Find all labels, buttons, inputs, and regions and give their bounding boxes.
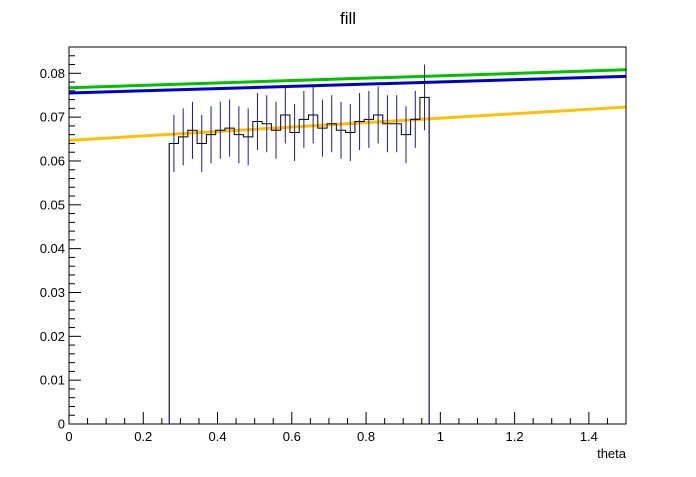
x-tick-label: 0	[65, 429, 72, 444]
plot-layer	[68, 64, 627, 424]
x-tick-label: 0.4	[208, 429, 226, 444]
y-tick-label: 0	[58, 417, 65, 432]
y-tick-label: 0.05	[40, 197, 65, 212]
y-tick-label: 0.01	[40, 373, 65, 388]
y-tick-label: 0.07	[40, 110, 65, 125]
series-line-3	[68, 105, 627, 142]
x-tick-label: 1	[437, 429, 444, 444]
series-line-1	[68, 68, 627, 90]
y-tick-label: 0.04	[40, 241, 65, 256]
series-line-2	[68, 74, 627, 95]
x-tick-label: 1.4	[580, 429, 598, 444]
y-tick-label: 0.03	[40, 285, 65, 300]
x-tick-label: 0.2	[134, 429, 152, 444]
y-tick-label: 0.08	[40, 66, 65, 81]
plot-frame	[68, 46, 627, 425]
y-tick-label: 0.06	[40, 153, 65, 168]
x-tick-label: 1.2	[506, 429, 524, 444]
y-tick-label: 0.02	[40, 329, 65, 344]
x-tick-label: 0.6	[283, 429, 301, 444]
histogram-outline	[168, 96, 430, 424]
chart-title: fill	[340, 9, 356, 28]
x-tick-label: 0.8	[357, 429, 375, 444]
axis-layer: 0 0.2 0.4 0.6 0.8 1 1.2 1.4 0 0.01 0.02 0.03 0.04 0.0…	[40, 46, 627, 444]
x-axis-label: theta	[597, 446, 627, 461]
